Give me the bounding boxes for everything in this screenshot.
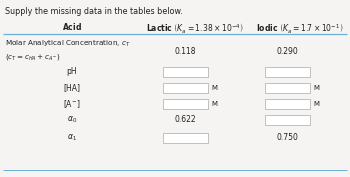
FancyBboxPatch shape — [265, 115, 310, 125]
Text: Molar Analytical Concentration, $c_T$
$(c_T = c_{HA} + c_{A^-})$: Molar Analytical Concentration, $c_T$ $(… — [5, 39, 131, 62]
FancyBboxPatch shape — [163, 133, 208, 143]
Text: M: M — [211, 85, 217, 91]
Text: M: M — [313, 85, 319, 91]
FancyBboxPatch shape — [265, 99, 310, 109]
Text: $\mathbf{Lactic}\ \left(K_a = 1.38 \times 10^{-4}\right)$: $\mathbf{Lactic}\ \left(K_a = 1.38 \time… — [146, 21, 244, 35]
FancyBboxPatch shape — [265, 67, 310, 77]
FancyBboxPatch shape — [163, 67, 208, 77]
FancyBboxPatch shape — [163, 99, 208, 109]
Text: M: M — [313, 101, 319, 107]
Text: pH: pH — [67, 67, 77, 76]
FancyBboxPatch shape — [265, 83, 310, 93]
Text: $\alpha_1$: $\alpha_1$ — [67, 133, 77, 143]
FancyBboxPatch shape — [163, 83, 208, 93]
Text: M: M — [211, 101, 217, 107]
Text: 0.118: 0.118 — [175, 47, 196, 56]
Text: 0.750: 0.750 — [276, 133, 299, 142]
Text: $\alpha_0$: $\alpha_0$ — [67, 115, 77, 125]
Text: [HA]: [HA] — [63, 84, 80, 93]
Text: 0.290: 0.290 — [276, 47, 298, 56]
Text: $[\mathrm{A}^{-}]$: $[\mathrm{A}^{-}]$ — [63, 98, 80, 110]
Text: Supply the missing data in the tables below.: Supply the missing data in the tables be… — [5, 7, 183, 16]
Text: $\mathbf{Acid}$: $\mathbf{Acid}$ — [62, 21, 82, 32]
Text: 0.622: 0.622 — [175, 116, 196, 124]
Text: $\mathbf{Iodic}\ \left(K_a = 1.7 \times 10^{-1}\right)$: $\mathbf{Iodic}\ \left(K_a = 1.7 \times … — [256, 21, 344, 35]
